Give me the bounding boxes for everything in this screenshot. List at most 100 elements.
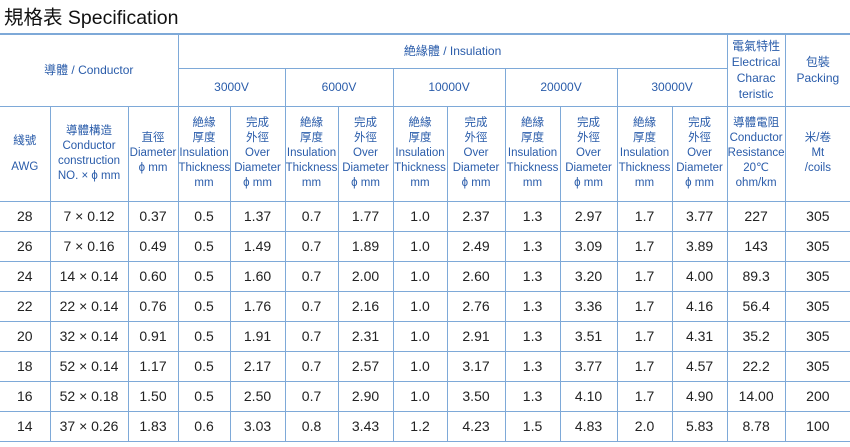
thickness-3000v-cell: 0.5 — [177, 200, 231, 232]
over-diameter-header-unit: ϕ mm — [243, 177, 272, 189]
over-diameter-header-zh1: 完成 — [246, 117, 270, 129]
thickness-header-en1: Insulation — [179, 147, 229, 159]
over-diameter-header-zh1: 完成 — [354, 117, 378, 129]
over-diameter-20000v-cell: 4.10 — [559, 380, 618, 412]
table-row: 20 32 × 0.14 0.91 0.5 1.91 0.7 2.31 1.0 2.91 1.3 3… — [0, 320, 850, 352]
over-diameter-header-en2: Diameter — [676, 162, 723, 174]
thickness-header-zh1: 絶緣 — [408, 117, 432, 129]
over-diameter-10000v-cell: 3.50 — [446, 380, 506, 412]
awg-cell: 24 — [0, 260, 51, 292]
construction-header-line1: Conductor — [62, 139, 116, 152]
over-diameter-header-unit: ϕ mm — [685, 177, 714, 189]
over-diameter-30000v-cell: 5.83 — [671, 410, 728, 442]
page-title: 規格表 Specification — [4, 7, 179, 29]
thickness-3000v-cell: 0.5 — [177, 320, 231, 352]
over-diameter-3000v-cell: 2.50 — [229, 380, 286, 412]
awg-cell: 20 — [0, 320, 51, 352]
over-diameter-3000v-cell: 1.76 — [229, 290, 286, 322]
over-diameter-10000v-cell: 2.49 — [446, 230, 506, 262]
thickness-header-en1: Insulation — [395, 147, 445, 159]
awg-cell: 16 — [0, 380, 51, 412]
over-diameter-30000v-cell: 4.57 — [671, 350, 728, 382]
thickness-10000v-cell: 1.0 — [392, 350, 448, 382]
thickness-header-zh1: 絶緣 — [300, 117, 324, 129]
construction-header: 導體構造 Conductor construction NO. × ϕ mm — [49, 105, 129, 202]
electrical-header-zh: 電氣特性 — [732, 39, 781, 54]
thickness-30000v-cell: 1.7 — [616, 320, 673, 352]
over-diameter-header-20000v: 完成 外徑 Over Diameter ϕ mm — [559, 105, 618, 202]
over-diameter-header-6000v: 完成 外徑 Over Diameter ϕ mm — [337, 105, 394, 202]
resistance-header-unit: ohm/km — [735, 177, 777, 189]
construction-cell: 32 × 0.14 — [49, 320, 129, 352]
over-diameter-header-zh1: 完成 — [688, 117, 712, 129]
coils-header-en1: Mt — [811, 147, 825, 159]
over-diameter-3000v-cell: 1.91 — [229, 320, 286, 352]
over-diameter-6000v-cell: 3.43 — [337, 410, 394, 442]
thickness-6000v-cell: 0.7 — [284, 350, 339, 382]
over-diameter-header-en1: Over — [353, 147, 378, 159]
over-diameter-6000v-cell: 2.90 — [337, 380, 394, 412]
thickness-header-unit: mm — [410, 177, 430, 189]
voltage-header-20000v: 20000V — [504, 67, 618, 107]
resistance-header-zh: 導體電阻 — [733, 117, 780, 129]
over-diameter-header-en2: Diameter — [452, 162, 500, 174]
thickness-6000v-cell: 0.7 — [284, 230, 339, 262]
thickness-header-en2: Thickness — [394, 162, 446, 174]
construction-cell: 52 × 0.18 — [49, 380, 129, 412]
table-row: 26 7 × 0.16 0.49 0.5 1.49 0.7 1.89 1.0 2.49 1.3 3.… — [0, 230, 850, 262]
over-diameter-header-zh2: 外徑 — [354, 132, 378, 144]
thickness-header-unit: mm — [522, 177, 543, 189]
thickness-header-zh1: 絶緣 — [192, 117, 216, 129]
packing-header-en: Packing — [796, 71, 840, 86]
awg-cell: 28 — [0, 200, 51, 232]
table-row: 14 37 × 0.26 1.83 0.6 3.03 0.8 3.43 1.2 4.23 1.5 4… — [0, 410, 850, 442]
resistance-cell: 89.3 — [726, 260, 786, 292]
over-diameter-header-zh2: 外徑 — [246, 132, 270, 144]
voltage-header-30000v: 30000V — [616, 67, 728, 107]
over-diameter-6000v-cell: 1.89 — [337, 230, 394, 262]
over-diameter-10000v-cell: 3.17 — [446, 350, 506, 382]
over-diameter-20000v-cell: 3.36 — [559, 290, 618, 322]
construction-cell: 22 × 0.14 — [49, 290, 129, 322]
table-row: 28 7 × 0.12 0.37 0.5 1.37 0.7 1.77 1.0 2.37 1.3 2.… — [0, 200, 850, 232]
thickness-20000v-cell: 1.5 — [504, 410, 561, 442]
over-diameter-30000v-cell: 3.77 — [671, 200, 728, 232]
over-diameter-20000v-cell: 3.09 — [559, 230, 618, 262]
thickness-10000v-cell: 1.0 — [392, 260, 448, 292]
over-diameter-3000v-cell: 3.03 — [229, 410, 286, 442]
over-diameter-10000v-cell: 4.23 — [446, 410, 506, 442]
resistance-header-temp: 20℃ — [743, 162, 769, 174]
resistance-cell: 35.2 — [726, 320, 786, 352]
coils-cell: 305 — [784, 200, 850, 232]
thickness-30000v-cell: 1.7 — [616, 380, 673, 412]
thickness-3000v-cell: 0.5 — [177, 380, 231, 412]
coils-cell: 305 — [784, 230, 850, 262]
thickness-3000v-cell: 0.5 — [177, 350, 231, 382]
over-diameter-header-unit: ϕ mm — [351, 177, 380, 189]
coils-cell: 305 — [784, 350, 850, 382]
thickness-header-30000v: 絶緣 厚度 Insulation Thickness mm — [616, 105, 673, 202]
thickness-30000v-cell: 1.7 — [616, 350, 673, 382]
voltage-header-10000v: 10000V — [392, 67, 506, 107]
electrical-header-line1: Electrical — [731, 55, 781, 70]
over-diameter-30000v-cell: 3.89 — [671, 230, 728, 262]
thickness-header-zh2: 厚度 — [192, 132, 216, 144]
resistance-header: 導體電阻 Conductor Resistance 20℃ ohm/km — [726, 105, 786, 202]
over-diameter-header-en2: Diameter — [342, 162, 389, 174]
over-diameter-20000v-cell: 3.20 — [559, 260, 618, 292]
over-diameter-header-zh1: 完成 — [464, 117, 488, 129]
thickness-3000v-cell: 0.5 — [177, 260, 231, 292]
voltage-header-3000v: 3000V — [177, 67, 286, 107]
thickness-header-en2: Thickness — [506, 162, 559, 174]
over-diameter-3000v-cell: 1.60 — [229, 260, 286, 292]
thickness-header-en1: Insulation — [619, 147, 670, 159]
electrical-header-line3: teristic — [738, 87, 774, 102]
thickness-30000v-cell: 1.7 — [616, 290, 673, 322]
diameter-header: 直徑 Diameter ϕ mm — [127, 105, 179, 202]
over-diameter-header-en1: Over — [687, 147, 713, 159]
over-diameter-30000v-cell: 4.00 — [671, 260, 728, 292]
diameter-cell: 0.91 — [127, 320, 179, 352]
resistance-cell: 22.2 — [726, 350, 786, 382]
over-diameter-6000v-cell: 2.16 — [337, 290, 394, 322]
thickness-6000v-cell: 0.7 — [284, 320, 339, 352]
